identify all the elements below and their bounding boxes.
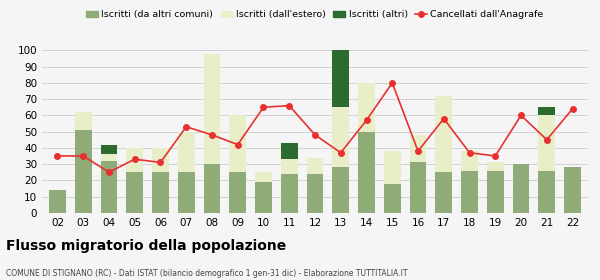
Bar	[538, 107, 555, 115]
Bar	[410, 162, 427, 213]
Bar	[152, 172, 169, 213]
Bar	[410, 135, 427, 162]
Bar	[358, 132, 375, 213]
Bar	[512, 164, 529, 213]
Bar	[358, 83, 375, 132]
Bar	[49, 190, 66, 213]
Bar	[178, 132, 194, 172]
Bar	[461, 151, 478, 171]
Bar	[127, 172, 143, 213]
Bar	[281, 159, 298, 174]
Bar	[281, 143, 298, 159]
Bar	[307, 174, 323, 213]
Bar	[101, 161, 118, 213]
Text: COMUNE DI STIGNANO (RC) - Dati ISTAT (bilancio demografico 1 gen-31 dic) - Elabo: COMUNE DI STIGNANO (RC) - Dati ISTAT (bi…	[6, 269, 407, 278]
Bar	[255, 172, 272, 182]
Bar	[538, 115, 555, 171]
Bar	[487, 171, 503, 213]
Bar	[229, 172, 246, 213]
Bar	[281, 174, 298, 213]
Bar	[332, 24, 349, 107]
Bar	[461, 171, 478, 213]
Bar	[229, 115, 246, 172]
Bar	[307, 158, 323, 174]
Bar	[203, 54, 220, 164]
Bar	[564, 167, 581, 213]
Bar	[152, 148, 169, 172]
Bar	[127, 148, 143, 172]
Bar	[101, 144, 118, 154]
Bar	[436, 172, 452, 213]
Bar	[332, 107, 349, 167]
Bar	[203, 164, 220, 213]
Bar	[101, 154, 118, 161]
Legend: Iscritti (da altri comuni), Iscritti (dall'estero), Iscritti (altri), Cancellati: Iscritti (da altri comuni), Iscritti (da…	[83, 6, 547, 23]
Bar	[255, 182, 272, 213]
Bar	[436, 96, 452, 172]
Bar	[538, 171, 555, 213]
Bar	[75, 130, 92, 213]
Bar	[75, 112, 92, 130]
Bar	[487, 162, 503, 171]
Bar	[332, 167, 349, 213]
Bar	[384, 151, 401, 184]
Bar	[384, 184, 401, 213]
Text: Flusso migratorio della popolazione: Flusso migratorio della popolazione	[6, 239, 286, 253]
Bar	[178, 172, 194, 213]
